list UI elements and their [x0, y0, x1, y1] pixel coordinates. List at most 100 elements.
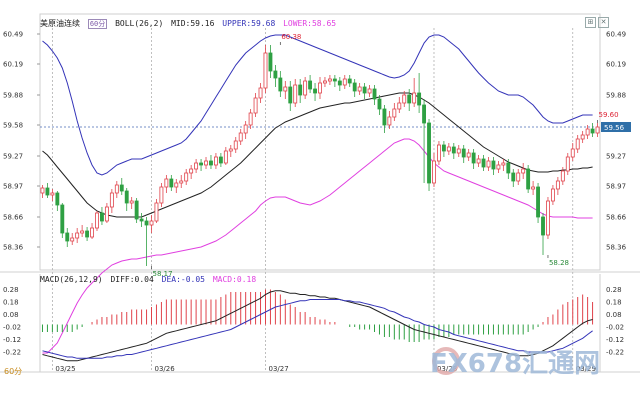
candle-up: [318, 82, 322, 94]
candle-down: [65, 232, 70, 242]
candle-up: [446, 146, 451, 152]
candle-down: [481, 158, 486, 168]
y-tick-left: 60.49: [3, 31, 23, 39]
watermark-logo: [432, 347, 460, 375]
candle-down: [134, 200, 139, 220]
candle-up: [129, 200, 134, 204]
macd-y-tick-right: -0.12: [606, 336, 624, 344]
legend-mid: MID:59.16: [171, 19, 215, 28]
macd-y-tick-right: 0.18: [606, 299, 622, 307]
candle-up: [521, 168, 526, 174]
macd-y-tick-right: -0.02: [606, 324, 624, 332]
candle-down: [461, 148, 466, 158]
candle-up: [575, 138, 580, 150]
candle-down: [417, 92, 422, 106]
candle-down: [124, 190, 129, 204]
candle-down: [471, 152, 476, 164]
candle-up: [159, 186, 164, 204]
candle-down: [55, 192, 60, 206]
candle-down: [199, 162, 203, 166]
candle-down: [139, 218, 144, 222]
y-tick-right: 58.36: [606, 244, 627, 252]
candle-up: [357, 86, 362, 92]
candle-up: [303, 80, 308, 96]
candle-up: [80, 230, 85, 234]
candle-down: [313, 88, 317, 94]
candle-up: [501, 162, 506, 166]
candle-up: [40, 187, 45, 194]
candle-up: [402, 94, 407, 104]
candle-up: [164, 178, 169, 188]
close-icon[interactable]: ✕: [598, 17, 609, 28]
macd-y-tick-left: 0.18: [3, 299, 19, 307]
candle-down: [590, 128, 595, 134]
candle-down: [382, 108, 387, 126]
legend-lower: LOWER:58.65: [283, 19, 337, 28]
candle-down: [100, 212, 104, 222]
macd-title: MACD(26,12,9): [40, 275, 103, 284]
candle-down: [541, 216, 545, 236]
candle-up: [174, 182, 179, 188]
candle-up: [70, 237, 75, 242]
candle-down: [506, 162, 511, 174]
y-tick-right: 58.97: [606, 183, 626, 191]
candle-down: [422, 104, 427, 124]
main-legend: 美原油连续 60分 BOLL(26,2) MID:59.16 UPPER:59.…: [40, 19, 339, 29]
candle-up: [437, 144, 441, 162]
candle-down: [85, 230, 90, 238]
candle-down: [288, 86, 293, 104]
macd-y-tick-left: -0.22: [3, 349, 21, 357]
candle-up: [50, 192, 55, 196]
y-tick-left: 60.19: [3, 61, 23, 69]
candle-down: [298, 84, 303, 96]
candle-up: [184, 172, 189, 182]
settings-icon[interactable]: ⊞: [585, 17, 596, 28]
candle-up: [194, 162, 199, 170]
y-tick-right: 60.19: [606, 61, 626, 69]
candle-up: [516, 172, 521, 182]
macd-y-tick-left: 0.28: [3, 286, 19, 294]
candle-up: [104, 206, 109, 222]
y-tick-left: 58.66: [3, 214, 24, 222]
macd-dea-line: [42, 299, 593, 359]
candle-up: [293, 84, 298, 104]
watermark: FX678汇通网: [430, 349, 601, 379]
candle-up: [154, 202, 159, 222]
period-label[interactable]: 60分: [4, 367, 23, 376]
candle-up: [476, 158, 481, 164]
macd-y-tick-right: 0.28: [606, 286, 622, 294]
candle-down: [491, 160, 496, 170]
candle-down: [332, 78, 337, 82]
candle-up: [233, 140, 238, 150]
boll-upper-line: [42, 34, 593, 176]
candle-down: [218, 156, 223, 164]
candle-up: [565, 156, 570, 172]
y-tick-left: 58.97: [3, 183, 23, 191]
candle-up: [90, 227, 94, 238]
candle-down: [372, 88, 377, 100]
candle-up: [432, 160, 436, 184]
candle-up: [283, 86, 288, 92]
legend-boll: BOLL(26,2): [115, 19, 164, 28]
macd-dea: DEA:-0.05: [161, 275, 205, 284]
candle-down: [427, 122, 431, 184]
candle-up: [75, 232, 80, 239]
macd-diff: DIFF:0.04: [110, 275, 154, 284]
candle-up: [327, 78, 332, 82]
candle-down: [536, 186, 540, 218]
x-tick-label: 03/29: [576, 365, 596, 373]
y-tick-right: 58.66: [606, 214, 627, 222]
x-tick-label: 03/25: [55, 365, 75, 373]
legend-upper: UPPER:59.68: [222, 19, 276, 28]
candle-up: [367, 88, 372, 94]
candle-up: [580, 134, 585, 140]
y-tick-left: 59.88: [3, 92, 23, 100]
extreme-annotation: 60.38: [281, 33, 301, 41]
candle-up: [213, 156, 218, 166]
candle-up: [258, 87, 263, 99]
candle-up: [114, 184, 119, 194]
y-tick-right: 59.88: [606, 92, 626, 100]
current-price-label: 59.56: [604, 124, 625, 132]
candle-up: [560, 170, 565, 182]
